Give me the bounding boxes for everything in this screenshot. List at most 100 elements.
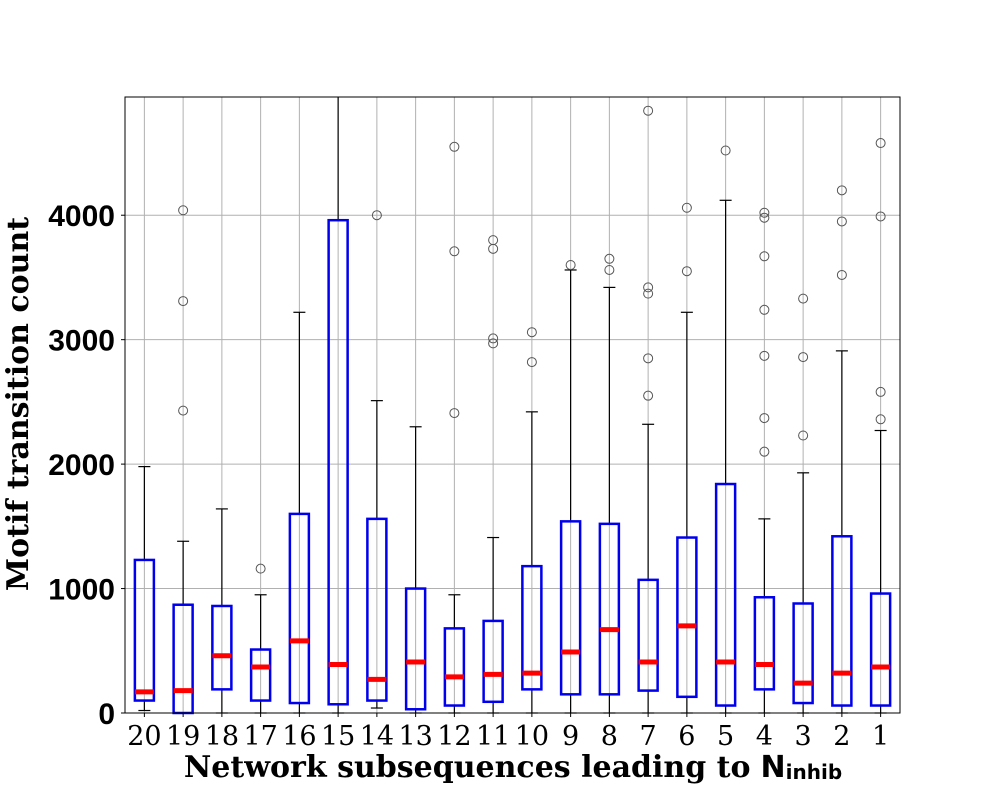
y-axis-ticks: 0 1000 2000 3000 4000	[48, 200, 125, 731]
x-axis-ticks: 20 19 18 17 16 15 14 13 12 11 10 9 8 7 6 5 4 3 2 1	[127, 713, 889, 752]
x-tick-label: 4	[756, 721, 773, 752]
y-tick-label: 2000	[48, 449, 115, 482]
x-tick-label: 19	[166, 721, 200, 752]
box-body	[249, 648, 272, 702]
outlier-point	[449, 141, 460, 152]
box-body	[443, 627, 466, 707]
outlier-point	[759, 251, 770, 262]
x-axis-label: Network subsequences leading to Ninhib	[184, 750, 842, 785]
x-tick-label: 17	[243, 721, 277, 752]
outlier-point	[371, 210, 382, 221]
x-tick-label: 20	[127, 721, 161, 752]
x-tick-label: 7	[640, 721, 657, 752]
box-body	[366, 517, 388, 702]
box-body	[521, 564, 543, 691]
x-tick-label: 11	[476, 721, 510, 752]
outlier-point	[643, 282, 654, 293]
box-body	[133, 558, 156, 702]
box-item-7	[637, 105, 659, 714]
x-tick-label: 10	[515, 721, 549, 752]
outlier-point	[526, 327, 537, 338]
outlier-point	[720, 145, 731, 156]
outlier-point	[759, 212, 770, 223]
outlier-point	[643, 105, 654, 116]
x-tick-label: 18	[205, 721, 239, 752]
box-body	[637, 578, 659, 692]
outlier-point	[178, 405, 189, 416]
outlier-point	[488, 338, 499, 349]
outlier-point	[759, 207, 770, 218]
box-plot-series	[133, 97, 892, 715]
x-tick-label: 5	[717, 721, 734, 752]
outlier-point	[759, 413, 770, 424]
box-item-14	[366, 210, 388, 709]
box-body	[869, 592, 892, 707]
outlier-point	[798, 430, 809, 441]
box-item-9	[559, 260, 582, 714]
outlier-point	[488, 333, 499, 344]
outlier-point	[875, 138, 886, 149]
box-item-6	[676, 202, 698, 714]
grid-lines	[125, 97, 900, 714]
box-body	[211, 604, 233, 691]
outlier-point	[875, 386, 886, 397]
outlier-point	[875, 211, 886, 222]
box-item-5	[714, 145, 737, 714]
outlier-point	[836, 216, 847, 227]
outlier-point	[759, 350, 770, 361]
box-body	[792, 602, 814, 705]
x-tick-label: 8	[601, 721, 618, 752]
box-body	[327, 218, 349, 706]
x-tick-label: 1	[872, 721, 889, 752]
box-item-20	[133, 466, 156, 712]
outlier-point	[449, 246, 460, 257]
outlier-point	[681, 266, 692, 277]
outlier-point	[875, 414, 886, 425]
box-body	[288, 512, 311, 705]
x-tick-label: 15	[321, 721, 355, 752]
outlier-point	[798, 293, 809, 304]
x-axis-label-text: Network subsequences leading to	[184, 750, 751, 785]
box-body	[714, 482, 737, 707]
y-axis-label: Motif transition count	[1, 217, 36, 591]
box-body	[482, 619, 504, 704]
x-tick-label: 3	[795, 721, 812, 752]
x-axis-label-subscript: inhib	[786, 760, 843, 784]
box-body	[676, 536, 698, 699]
outlier-point	[759, 446, 770, 457]
box-item-15	[327, 97, 349, 714]
outlier-point	[565, 260, 576, 270]
outlier-point	[643, 353, 654, 364]
x-tick-label: 14	[360, 721, 394, 752]
outlier-point	[759, 304, 770, 315]
box-body	[559, 520, 582, 696]
x-tick-label: 9	[562, 721, 579, 752]
box-body	[753, 596, 776, 691]
outlier-point	[643, 288, 654, 299]
y-tick-label: 4000	[48, 200, 115, 233]
box-item-18	[211, 508, 233, 714]
box-item-3	[792, 293, 814, 714]
box-body	[598, 522, 621, 696]
x-tick-label: 12	[437, 721, 471, 752]
outlier-point	[604, 264, 615, 275]
outlier-point	[681, 202, 692, 213]
box-item-13	[404, 426, 427, 714]
outlier-point	[526, 357, 537, 368]
x-tick-label: 6	[678, 721, 695, 752]
x-tick-label: 2	[833, 721, 850, 752]
box-body	[404, 587, 427, 711]
y-tick-label: 3000	[48, 325, 115, 358]
outlier-point	[178, 205, 189, 216]
box-item-11	[482, 235, 504, 714]
x-tick-label: 16	[282, 721, 316, 752]
outlier-point	[798, 352, 809, 363]
outlier-point	[643, 390, 654, 401]
box-body	[831, 535, 853, 707]
outlier-point	[449, 408, 460, 419]
y-tick-label: 0	[98, 698, 115, 731]
outlier-point	[836, 185, 847, 196]
y-tick-label: 1000	[48, 574, 115, 607]
box-item-16	[288, 311, 311, 714]
